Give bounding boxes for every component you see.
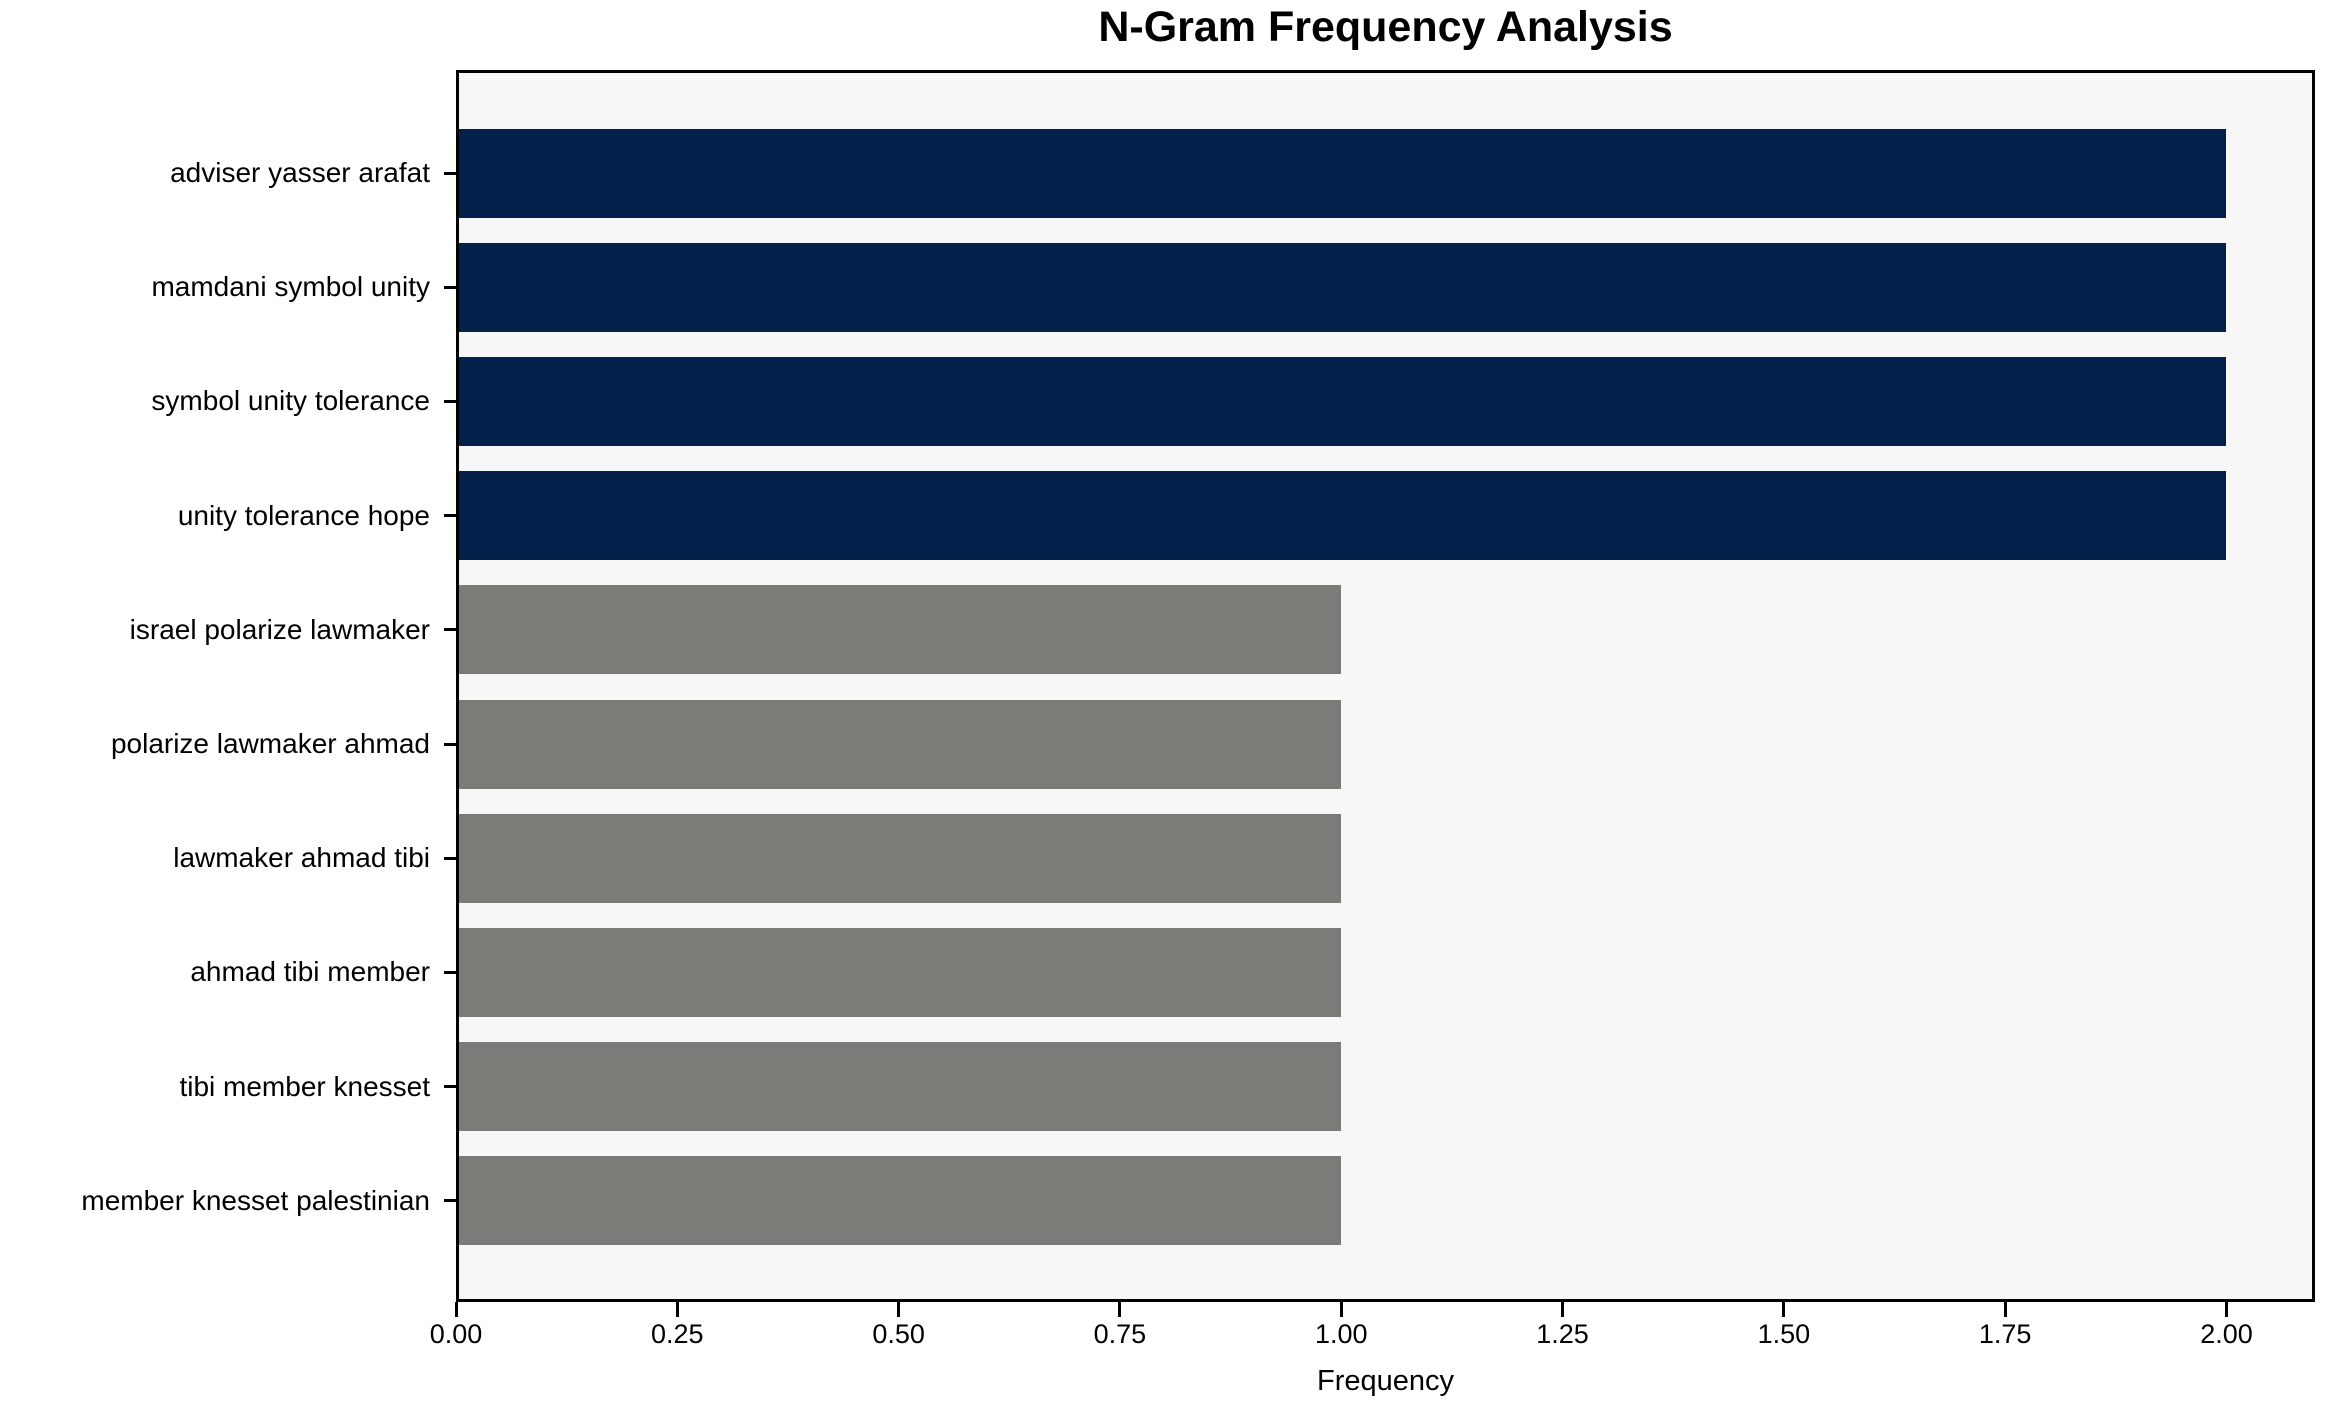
x-tick-label: 0.75 xyxy=(1093,1319,1147,1349)
y-tick-mark xyxy=(444,970,456,974)
x-tick-label: 0.25 xyxy=(651,1319,704,1349)
y-tick-mark xyxy=(444,742,456,746)
x-tick-mark xyxy=(1339,1302,1343,1317)
bar xyxy=(456,585,1341,675)
y-tick-label: adviser yasser arafat xyxy=(170,157,430,188)
x-tick-mark xyxy=(897,1302,901,1317)
y-tick-mark xyxy=(444,171,456,175)
x-tick-mark xyxy=(1118,1302,1122,1317)
x-tick-label: 0.50 xyxy=(872,1319,925,1349)
y-tick-label: tibi member knesset xyxy=(179,1070,430,1102)
x-tick-label: 1.50 xyxy=(1757,1319,1811,1349)
chart-title: N-Gram Frequency Analysis xyxy=(1098,3,1673,51)
x-tick-mark xyxy=(454,1302,458,1317)
x-tick-mark xyxy=(1561,1302,1565,1317)
y-tick-label: israel polarize lawmaker xyxy=(129,613,430,645)
x-tick-mark xyxy=(1782,1302,1786,1317)
x-tick-label: 1.75 xyxy=(1978,1319,2032,1349)
bar xyxy=(456,471,2226,561)
bar xyxy=(456,699,1341,789)
bar xyxy=(456,813,1341,903)
y-tick-label: symbol unity tolerance xyxy=(151,385,430,417)
y-tick-mark xyxy=(444,1199,456,1203)
bar xyxy=(456,356,2226,446)
bar xyxy=(456,128,2226,218)
x-tick-label: 1.00 xyxy=(1314,1319,1368,1349)
x-tick-label: 1.25 xyxy=(1536,1319,1589,1349)
x-tick-label: 0.00 xyxy=(429,1319,483,1349)
bar xyxy=(456,927,1341,1017)
y-tick-label: lawmaker ahmad tibi xyxy=(173,842,430,874)
x-tick-mark xyxy=(675,1302,679,1317)
y-tick-label: polarize lawmaker ahmad xyxy=(110,728,430,759)
x-axis-label: Frequency xyxy=(1316,1365,1454,1397)
x-tick-mark xyxy=(2224,1302,2228,1317)
y-tick-label: unity tolerance hope xyxy=(177,499,430,531)
y-tick-mark xyxy=(444,856,456,860)
y-tick-mark xyxy=(444,514,456,518)
bar xyxy=(456,1156,1341,1246)
x-tick-mark xyxy=(2003,1302,2007,1317)
x-tick-label: 2.00 xyxy=(2200,1319,2253,1349)
y-tick-label: ahmad tibi member xyxy=(190,956,430,988)
bar xyxy=(456,1042,1341,1132)
y-tick-mark xyxy=(444,628,456,632)
y-tick-mark xyxy=(444,285,456,289)
y-tick-mark xyxy=(444,399,456,403)
bar xyxy=(456,242,2226,332)
y-tick-label: member knesset palestinian xyxy=(81,1184,430,1216)
y-tick-mark xyxy=(444,1085,456,1089)
y-tick-label: mamdani symbol unity xyxy=(151,271,430,303)
